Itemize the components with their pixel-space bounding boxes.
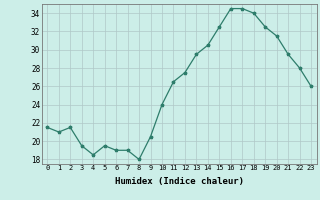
- X-axis label: Humidex (Indice chaleur): Humidex (Indice chaleur): [115, 177, 244, 186]
